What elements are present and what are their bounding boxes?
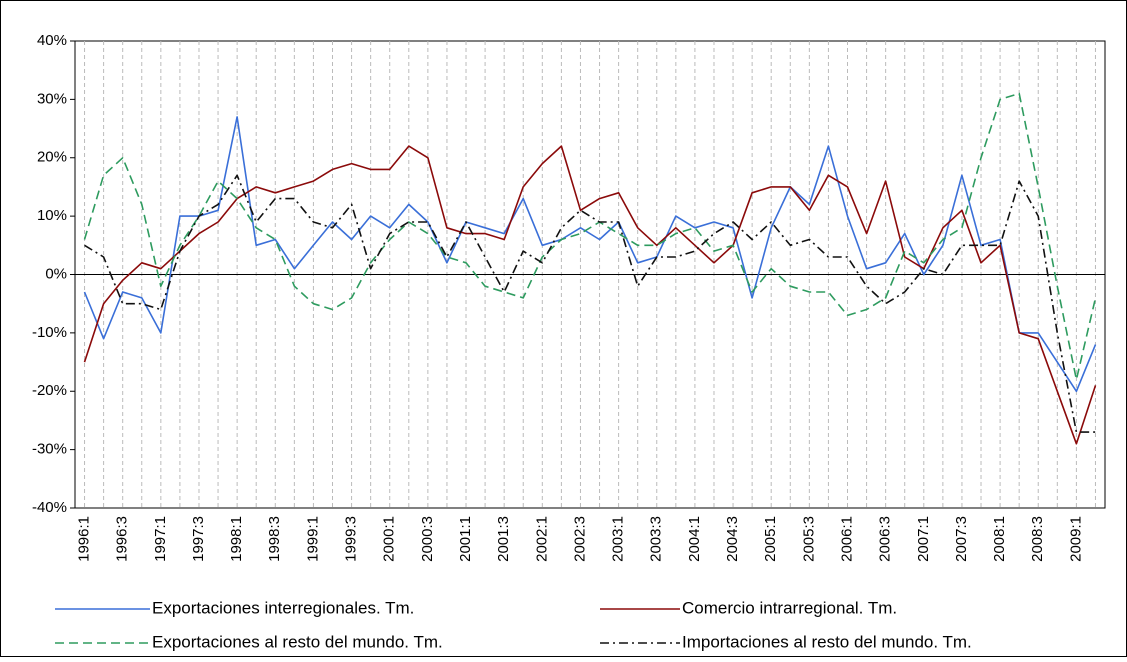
x-tick-label: 2001:3 bbox=[495, 516, 512, 562]
series-line bbox=[83, 145, 1097, 445]
x-tick-label: 1998:1 bbox=[228, 516, 245, 562]
x-tick-label: 2000:1 bbox=[381, 516, 398, 562]
x-tick-label: 1999:3 bbox=[343, 516, 360, 562]
x-tick-label: 2005:1 bbox=[762, 516, 779, 562]
x-tick-label: 2007:3 bbox=[953, 516, 970, 562]
x-tick-label: 2004:1 bbox=[686, 516, 703, 562]
x-tick-label: 2008:1 bbox=[991, 516, 1008, 562]
x-tick-label: 2006:1 bbox=[838, 516, 855, 562]
y-tick-label: 20% bbox=[37, 149, 67, 166]
y-tick-label: -20% bbox=[32, 382, 67, 399]
x-tick-label: 2002:3 bbox=[571, 516, 588, 562]
x-tick-label: 1998:3 bbox=[266, 516, 283, 562]
y-tick-label: 10% bbox=[37, 207, 67, 224]
x-tick-label: 2001:1 bbox=[457, 516, 474, 562]
x-tick-label: 1996:1 bbox=[76, 516, 93, 562]
x-tick-label: 2003:3 bbox=[648, 516, 665, 562]
x-tick-label: 1997:3 bbox=[190, 516, 207, 562]
y-tick-label: -10% bbox=[32, 324, 67, 341]
legend-label: Exportaciones al resto del mundo. Tm. bbox=[152, 632, 443, 651]
x-tick-label: 2006:3 bbox=[877, 516, 894, 562]
y-tick-label: 30% bbox=[37, 90, 67, 107]
legend-label: Importaciones al resto del mundo. Tm. bbox=[682, 632, 972, 651]
series-line bbox=[83, 92, 1097, 381]
legend-label: Exportaciones interregionales. Tm. bbox=[152, 598, 414, 617]
x-tick-label: 2009:1 bbox=[1067, 516, 1084, 562]
legend-label: Comercio intrarregional. Tm. bbox=[682, 598, 897, 617]
y-tick-label: 0% bbox=[45, 265, 67, 282]
x-tick-label: 2005:3 bbox=[800, 516, 817, 562]
x-tick-label: 1999:1 bbox=[304, 516, 321, 562]
x-tick-label: 1996:3 bbox=[114, 516, 131, 562]
x-tick-label: 1997:1 bbox=[152, 516, 169, 562]
y-tick-label: -40% bbox=[32, 499, 67, 516]
series-line bbox=[84, 174, 1096, 433]
x-tick-label: 2004:3 bbox=[724, 516, 741, 562]
x-tick-label: 2008:3 bbox=[1029, 516, 1046, 562]
y-tick-label: -30% bbox=[32, 441, 67, 458]
x-tick-label: 2003:1 bbox=[610, 516, 627, 562]
x-tick-label: 2000:3 bbox=[419, 516, 436, 562]
x-tick-label: 2002:1 bbox=[533, 516, 550, 562]
series-line bbox=[83, 116, 1097, 393]
x-tick-label: 2007:1 bbox=[915, 516, 932, 562]
y-tick-label: 40% bbox=[37, 32, 67, 49]
